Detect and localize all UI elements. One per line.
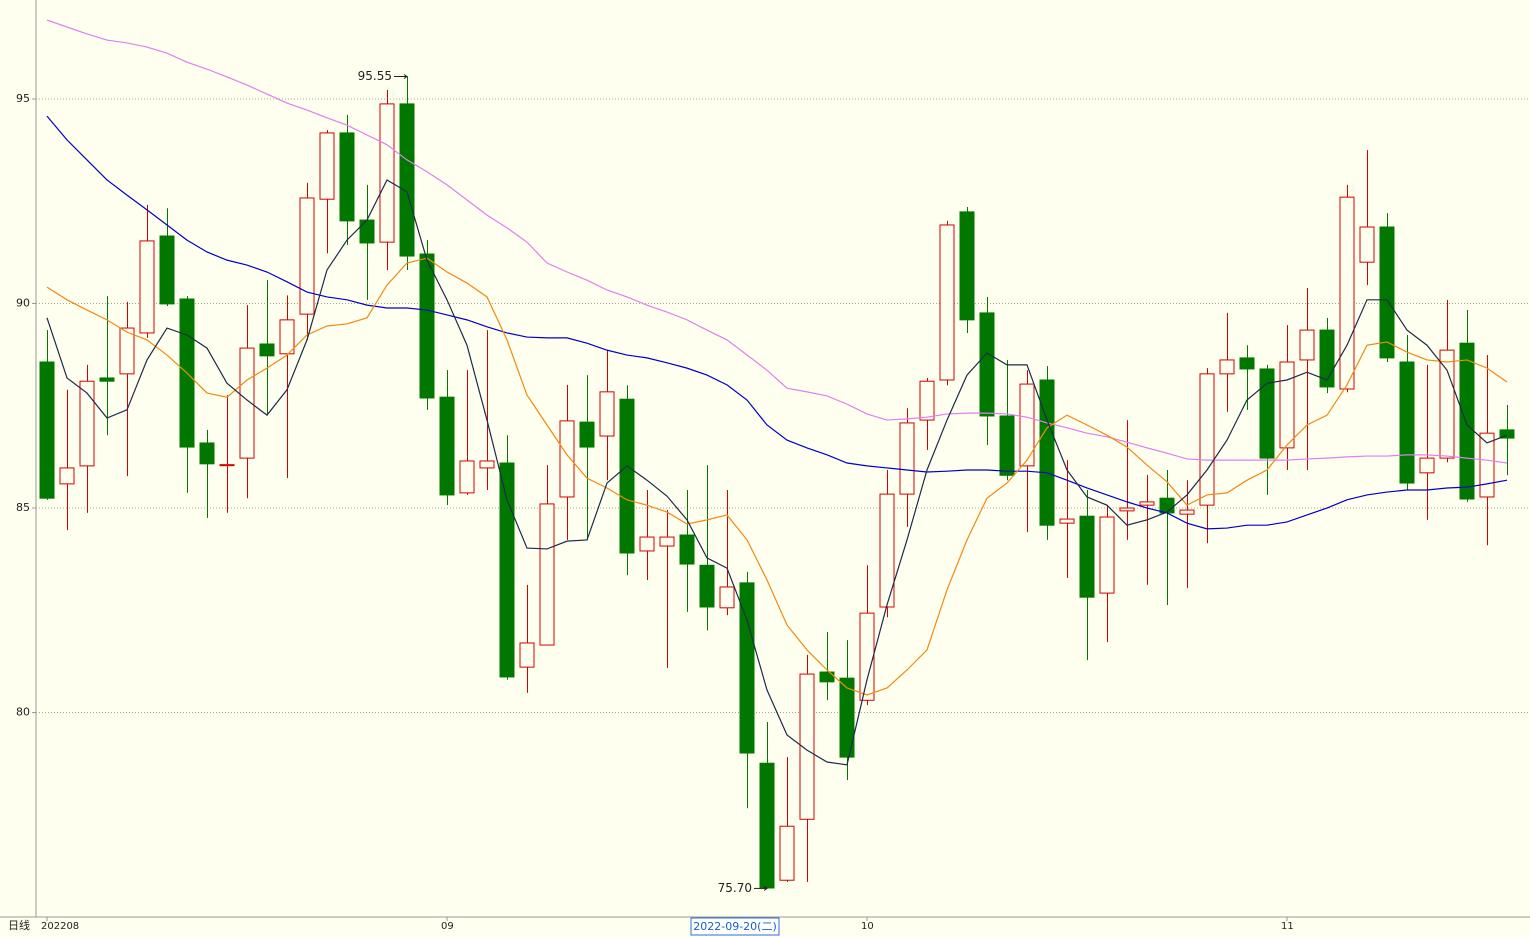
candle-down: [999, 415, 1015, 476]
candle-down: [959, 211, 975, 321]
candle-down: [199, 442, 215, 465]
candle-up: [919, 380, 935, 421]
candle-up: [1019, 383, 1035, 467]
candle-up: [219, 464, 235, 467]
candle-down: [979, 312, 995, 417]
candle-down: [1259, 368, 1275, 459]
candle-up: [1179, 509, 1195, 515]
candle-down: [399, 103, 415, 257]
annotation-arrowhead: [763, 885, 768, 891]
candle-down: [739, 582, 755, 754]
candle-down: [1459, 342, 1475, 500]
candle-up: [1059, 518, 1075, 524]
candle-up: [1219, 359, 1235, 375]
candle-down: [1399, 361, 1415, 484]
candle-up: [559, 420, 575, 498]
y-tick-label: 95: [16, 92, 30, 105]
candle-up: [1139, 501, 1155, 506]
candle-up: [859, 612, 875, 701]
x-tick-label: 11: [1281, 921, 1294, 932]
candle-up: [799, 673, 815, 820]
candle-up: [479, 460, 495, 469]
x-tick-label: 10: [861, 921, 874, 932]
candle-down: [419, 253, 435, 399]
annotation-label: 95.55: [358, 69, 392, 83]
cursor-label: 2022-09-20(二): [693, 920, 777, 933]
candle-down: [439, 396, 455, 496]
candle-up: [899, 422, 915, 495]
candle-down: [159, 235, 175, 305]
x-tick-label: 09: [441, 921, 454, 932]
candle-up: [1479, 432, 1495, 498]
candle-up: [279, 319, 295, 355]
candle-up: [1419, 457, 1435, 474]
candle-down: [359, 219, 375, 244]
candle-up: [379, 103, 395, 243]
moving-average-line: [46, 115, 1508, 530]
candle-down: [679, 534, 695, 565]
candle-down: [699, 564, 715, 608]
moving-average-line: [46, 257, 1508, 696]
candle-up: [1099, 516, 1115, 594]
candle-down: [579, 421, 595, 448]
candle-down: [1379, 226, 1395, 359]
candle-up: [299, 197, 315, 315]
candle-down: [39, 361, 55, 499]
candle-up: [519, 642, 535, 668]
candle-up: [659, 536, 675, 547]
candle-up: [319, 132, 335, 200]
candle-down: [259, 343, 275, 357]
candle-down: [619, 398, 635, 554]
y-tick-label: 85: [16, 501, 30, 514]
candle-up: [139, 240, 155, 334]
y-tick-label: 90: [16, 297, 30, 310]
candle-up: [239, 347, 255, 459]
candle-down: [339, 132, 355, 222]
candle-down: [1499, 429, 1515, 439]
candle-up: [459, 460, 475, 494]
candle-up: [939, 224, 955, 381]
moving-average-line: [46, 19, 1508, 464]
candle-up: [599, 391, 615, 437]
candle-up: [779, 825, 795, 881]
candle-down: [819, 671, 835, 683]
candle-up: [1279, 361, 1295, 449]
cursor-box: [690, 917, 780, 936]
candle-up: [1439, 349, 1455, 459]
candle-down: [1239, 357, 1255, 370]
moving-average-line: [46, 179, 1508, 766]
period-label: 日线: [8, 918, 30, 932]
candle-down: [1039, 379, 1055, 526]
candle-up: [1359, 226, 1375, 263]
candle-up: [1199, 373, 1215, 506]
x-tick-label: 202208: [41, 921, 79, 932]
candle-down: [499, 462, 515, 678]
candle-down: [1159, 497, 1175, 514]
candle-up: [1299, 329, 1315, 361]
candle-up: [1119, 507, 1135, 512]
candle-up: [59, 467, 75, 485]
candle-up: [639, 536, 655, 552]
candle-up: [719, 586, 735, 609]
candle-up: [79, 380, 95, 467]
candle-up: [539, 503, 555, 646]
annotation-arrowhead: [403, 74, 408, 79]
candle-down: [839, 677, 855, 758]
candle-up: [1339, 196, 1355, 390]
candle-down: [759, 762, 775, 889]
annotation-label: 75.70: [718, 881, 752, 895]
candle-down: [99, 377, 115, 382]
y-tick-label: 80: [16, 706, 30, 719]
candle-up: [119, 327, 135, 375]
candle-down: [1079, 515, 1095, 598]
